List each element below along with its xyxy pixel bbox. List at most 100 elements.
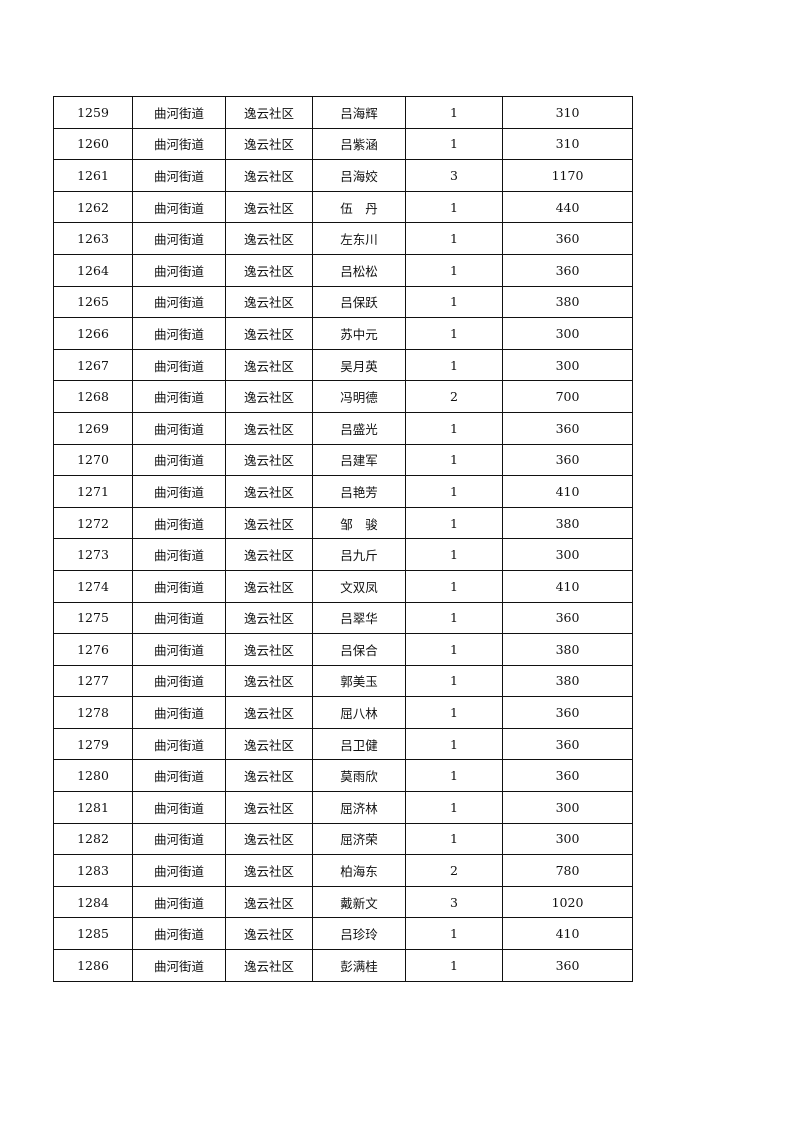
amount-cell: 410 — [502, 475, 633, 508]
community-cell: 逸云社区 — [225, 475, 313, 508]
row-number-cell: 1275 — [53, 601, 133, 635]
count-cell: 1 — [405, 443, 503, 477]
row-number-cell: 1259 — [53, 96, 133, 129]
street-cell: 曲河街道 — [132, 822, 226, 856]
amount-cell: 300 — [502, 822, 633, 856]
amount-cell: 360 — [502, 696, 633, 729]
amount-cell: 440 — [502, 190, 633, 224]
street-cell: 曲河街道 — [132, 633, 226, 666]
community-cell: 逸云社区 — [225, 727, 313, 761]
street-cell: 曲河街道 — [132, 601, 226, 635]
count-cell: 1 — [405, 791, 503, 824]
community-cell: 逸云社区 — [225, 506, 313, 540]
amount-cell: 300 — [502, 538, 633, 571]
table-row: 1270 曲河街道 逸云社区 吕建军 1 360 — [53, 443, 633, 477]
community-cell: 逸云社区 — [225, 222, 313, 255]
row-number-cell: 1267 — [53, 348, 133, 382]
amount-cell: 300 — [502, 317, 633, 350]
name-cell: 吕九斤 — [312, 538, 406, 571]
count-cell: 1 — [405, 475, 503, 508]
table-row: 1274 曲河街道 逸云社区 文双凤 1 410 — [53, 569, 633, 603]
count-cell: 3 — [405, 885, 503, 919]
count-cell: 1 — [405, 822, 503, 856]
amount-cell: 380 — [502, 633, 633, 666]
table-row: 1265 曲河街道 逸云社区 吕保跃 1 380 — [53, 285, 633, 319]
community-cell: 逸云社区 — [225, 317, 313, 350]
community-cell: 逸云社区 — [225, 411, 313, 445]
count-cell: 2 — [405, 854, 503, 887]
street-cell: 曲河街道 — [132, 759, 226, 793]
count-cell: 1 — [405, 696, 503, 729]
count-cell: 1 — [405, 917, 503, 951]
community-cell: 逸云社区 — [225, 664, 313, 698]
name-cell: 吕海辉 — [312, 96, 406, 129]
table-row: 1267 曲河街道 逸云社区 吴月英 1 300 — [53, 348, 633, 382]
street-cell: 曲河街道 — [132, 854, 226, 887]
count-cell: 1 — [405, 569, 503, 603]
community-cell: 逸云社区 — [225, 127, 313, 161]
table-row: 1268 曲河街道 逸云社区 冯明德 2 700 — [53, 380, 633, 413]
row-number-cell: 1280 — [53, 759, 133, 793]
amount-cell: 700 — [502, 380, 633, 413]
amount-cell: 360 — [502, 601, 633, 635]
table-row: 1282 曲河街道 逸云社区 屈济荣 1 300 — [53, 822, 633, 856]
street-cell: 曲河街道 — [132, 727, 226, 761]
street-cell: 曲河街道 — [132, 885, 226, 919]
street-cell: 曲河街道 — [132, 380, 226, 413]
amount-cell: 380 — [502, 664, 633, 698]
row-number-cell: 1268 — [53, 380, 133, 413]
count-cell: 1 — [405, 253, 503, 287]
amount-cell: 360 — [502, 253, 633, 287]
community-cell: 逸云社区 — [225, 885, 313, 919]
row-number-cell: 1271 — [53, 475, 133, 508]
name-cell: 吕翠华 — [312, 601, 406, 635]
table-row: 1266 曲河街道 逸云社区 苏中元 1 300 — [53, 317, 633, 350]
street-cell: 曲河街道 — [132, 538, 226, 571]
count-cell: 1 — [405, 759, 503, 793]
count-cell: 1 — [405, 190, 503, 224]
name-cell: 吕紫涵 — [312, 127, 406, 161]
community-cell: 逸云社区 — [225, 949, 313, 982]
name-cell: 屈济荣 — [312, 822, 406, 856]
community-cell: 逸云社区 — [225, 569, 313, 603]
name-cell: 彭满桂 — [312, 949, 406, 982]
community-cell: 逸云社区 — [225, 285, 313, 319]
community-cell: 逸云社区 — [225, 443, 313, 477]
street-cell: 曲河街道 — [132, 696, 226, 729]
count-cell: 1 — [405, 222, 503, 255]
table-row: 1277 曲河街道 逸云社区 郭美玉 1 380 — [53, 664, 633, 698]
table-row: 1284 曲河街道 逸云社区 戴新文 3 1020 — [53, 885, 633, 919]
amount-cell: 410 — [502, 917, 633, 951]
street-cell: 曲河街道 — [132, 475, 226, 508]
name-cell: 吕保合 — [312, 633, 406, 666]
amount-cell: 360 — [502, 411, 633, 445]
community-cell: 逸云社区 — [225, 791, 313, 824]
row-number-cell: 1285 — [53, 917, 133, 951]
street-cell: 曲河街道 — [132, 411, 226, 445]
row-number-cell: 1260 — [53, 127, 133, 161]
table-row: 1261 曲河街道 逸云社区 吕海姣 3 1170 — [53, 159, 633, 192]
name-cell: 吕艳芳 — [312, 475, 406, 508]
table-row: 1283 曲河街道 逸云社区 柏海东 2 780 — [53, 854, 633, 887]
count-cell: 1 — [405, 317, 503, 350]
name-cell: 戴新文 — [312, 885, 406, 919]
community-cell: 逸云社区 — [225, 159, 313, 192]
name-cell: 吕保跃 — [312, 285, 406, 319]
row-number-cell: 1266 — [53, 317, 133, 350]
street-cell: 曲河街道 — [132, 253, 226, 287]
community-cell: 逸云社区 — [225, 601, 313, 635]
table-body: 1259 曲河街道 逸云社区 吕海辉 1 310 1260 曲河街道 逸云社区 吕紫涵 1 310 12… — [53, 96, 633, 982]
amount-cell: 360 — [502, 443, 633, 477]
community-cell: 逸云社区 — [225, 822, 313, 856]
street-cell: 曲河街道 — [132, 791, 226, 824]
table-row: 1259 曲河街道 逸云社区 吕海辉 1 310 — [53, 96, 633, 129]
row-number-cell: 1284 — [53, 885, 133, 919]
table-row: 1281 曲河街道 逸云社区 屈济林 1 300 — [53, 791, 633, 824]
table-row: 1264 曲河街道 逸云社区 吕松松 1 360 — [53, 253, 633, 287]
street-cell: 曲河街道 — [132, 506, 226, 540]
community-cell: 逸云社区 — [225, 380, 313, 413]
table-row: 1262 曲河街道 逸云社区伍 丹 1 440 — [53, 190, 633, 224]
row-number-cell: 1282 — [53, 822, 133, 856]
name-cell: 屈济林 — [312, 791, 406, 824]
amount-cell: 380 — [502, 506, 633, 540]
